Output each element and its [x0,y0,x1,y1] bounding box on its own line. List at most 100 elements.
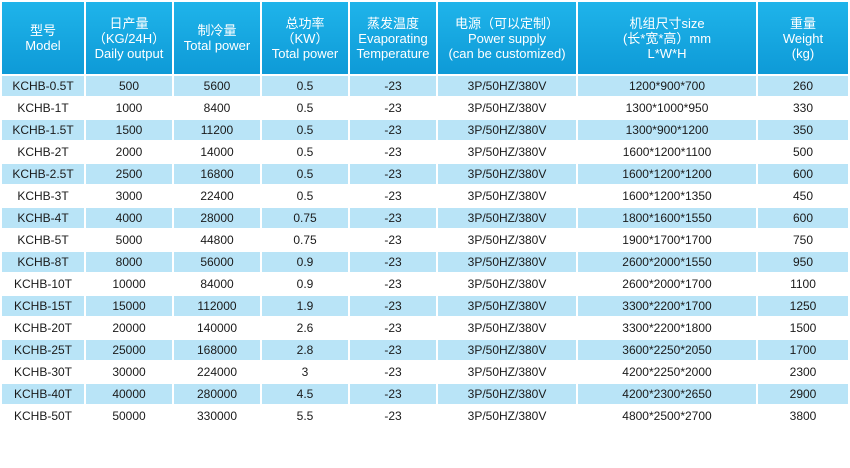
header-total-power: 总功率 （KW） Total power [262,2,348,74]
cell-evaporating-temp: -23 [350,384,436,404]
cell-evaporating-temp: -23 [350,208,436,228]
cell-total-power: 0.5 [262,164,348,184]
table-row: KCHB-1.5T 1500 11200 0.5 -23 3P/50HZ/380V 1300… [2,120,848,140]
cell-unit-size: 4200*2250*2000 [578,362,756,382]
cell-daily-output: 25000 [86,340,172,360]
header-label-unit: (kg) [791,45,815,61]
cell-power-supply: 3P/50HZ/380V [438,274,576,294]
cell-total-power: 0.9 [262,274,348,294]
cell-power-supply: 3P/50HZ/380V [438,120,576,140]
cell-cooling-capacity: 22400 [174,186,260,206]
header-label-en: Temperature [356,45,430,61]
cell-unit-size: 3600*2250*2050 [578,340,756,360]
header-label-zh: 机组尺寸size [629,15,705,31]
table-row: KCHB-8T 8000 56000 0.9 -23 3P/50HZ/380V 2600*2… [2,252,848,272]
cell-cooling-capacity: 16800 [174,164,260,184]
cell-total-power: 0.75 [262,208,348,228]
cell-total-power: 0.5 [262,142,348,162]
cell-weight: 260 [758,76,848,96]
table-row: KCHB-20T 20000 140000 2.6 -23 3P/50HZ/380V 330… [2,318,848,338]
cell-model: KCHB-0.5T [2,76,84,96]
cell-cooling-capacity: 8400 [174,98,260,118]
cell-power-supply: 3P/50HZ/380V [438,186,576,206]
header-label-en: Evaporating [358,30,428,46]
header-label-zh: 总功率 [285,15,325,31]
cell-power-supply: 3P/50HZ/380V [438,142,576,162]
cell-cooling-capacity: 28000 [174,208,260,228]
cell-total-power: 3 [262,362,348,382]
cell-total-power: 0.5 [262,186,348,206]
cell-cooling-capacity: 84000 [174,274,260,294]
header-label-en: L*W*H [647,45,687,61]
header-unit-size: 机组尺寸size (长*宽*高）mm L*W*H [578,2,756,74]
cell-total-power: 0.5 [262,76,348,96]
cell-weight: 330 [758,98,848,118]
cell-daily-output: 4000 [86,208,172,228]
cell-cooling-capacity: 280000 [174,384,260,404]
cell-evaporating-temp: -23 [350,98,436,118]
cell-power-supply: 3P/50HZ/380V [438,98,576,118]
cell-daily-output: 15000 [86,296,172,316]
cell-power-supply: 3P/50HZ/380V [438,252,576,272]
cell-daily-output: 40000 [86,384,172,404]
header-label-unit: （KW） [281,30,329,46]
cell-weight: 450 [758,186,848,206]
cell-weight: 1700 [758,340,848,360]
cell-unit-size: 1200*900*700 [578,76,756,96]
cell-unit-size: 2600*2000*1550 [578,252,756,272]
cell-evaporating-temp: -23 [350,142,436,162]
cell-unit-size: 3300*2200*1800 [578,318,756,338]
cell-daily-output: 500 [86,76,172,96]
cell-unit-size: 1300*900*1200 [578,120,756,140]
header-label-en: Total power [271,45,339,61]
table-body: KCHB-0.5T 500 5600 0.5 -23 3P/50HZ/380V 1200*9… [2,76,848,426]
cell-model: KCHB-25T [2,340,84,360]
header-label-unit: (长*宽*高）mm [622,30,712,46]
table-row: KCHB-10T 10000 84000 0.9 -23 3P/50HZ/380V 2600… [2,274,848,294]
table-row: KCHB-40T 40000 280000 4.5 -23 3P/50HZ/380V 420… [2,384,848,404]
header-label-unit: （KG/24H） [92,30,166,46]
cell-total-power: 4.5 [262,384,348,404]
header-label-zh: 型号 [29,23,56,38]
cell-weight: 1100 [758,274,848,294]
cell-evaporating-temp: -23 [350,120,436,140]
header-label-zh: 日产量 [109,15,149,31]
spec-table: 型号 Model 日产量 （KG/24H） Daily output 制冷量 T… [2,2,848,426]
table-row: KCHB-2.5T 2500 16800 0.5 -23 3P/50HZ/380V 1600… [2,164,848,184]
cell-daily-output: 50000 [86,406,172,426]
cell-weight: 600 [758,208,848,228]
cell-model: KCHB-4T [2,208,84,228]
cell-unit-size: 1300*1000*950 [578,98,756,118]
cell-cooling-capacity: 5600 [174,76,260,96]
table-row: KCHB-5T 5000 44800 0.75 -23 3P/50HZ/380V 1900*… [2,230,848,250]
cell-daily-output: 10000 [86,274,172,294]
cell-weight: 3800 [758,406,848,426]
header-label-en: Total power [183,38,251,53]
table-row: KCHB-4T 4000 28000 0.75 -23 3P/50HZ/380V 1800*… [2,208,848,228]
cell-total-power: 2.8 [262,340,348,360]
cell-evaporating-temp: -23 [350,252,436,272]
cell-power-supply: 3P/50HZ/380V [438,296,576,316]
cell-daily-output: 2000 [86,142,172,162]
cell-cooling-capacity: 140000 [174,318,260,338]
cell-cooling-capacity: 44800 [174,230,260,250]
cell-evaporating-temp: -23 [350,186,436,206]
cell-unit-size: 3300*2200*1700 [578,296,756,316]
cell-daily-output: 20000 [86,318,172,338]
table-row: KCHB-1T 1000 8400 0.5 -23 3P/50HZ/380V 1300*10… [2,98,848,118]
cell-daily-output: 5000 [86,230,172,250]
cell-cooling-capacity: 11200 [174,120,260,140]
cell-weight: 600 [758,164,848,184]
cell-power-supply: 3P/50HZ/380V [438,208,576,228]
header-label-zh: 电源（可以定制） [454,15,559,31]
cell-cooling-capacity: 56000 [174,252,260,272]
header-label-en: Daily output [94,45,164,61]
header-label-en: Power supply [467,30,547,46]
cell-weight: 2900 [758,384,848,404]
header-label-en: (can be customized) [448,45,566,61]
cell-evaporating-temp: -23 [350,230,436,250]
cell-total-power: 0.5 [262,120,348,140]
header-weight: 重量 Weight (kg) [758,2,848,74]
cell-evaporating-temp: -23 [350,318,436,338]
table-row: KCHB-2T 2000 14000 0.5 -23 3P/50HZ/380V 1600*1… [2,142,848,162]
